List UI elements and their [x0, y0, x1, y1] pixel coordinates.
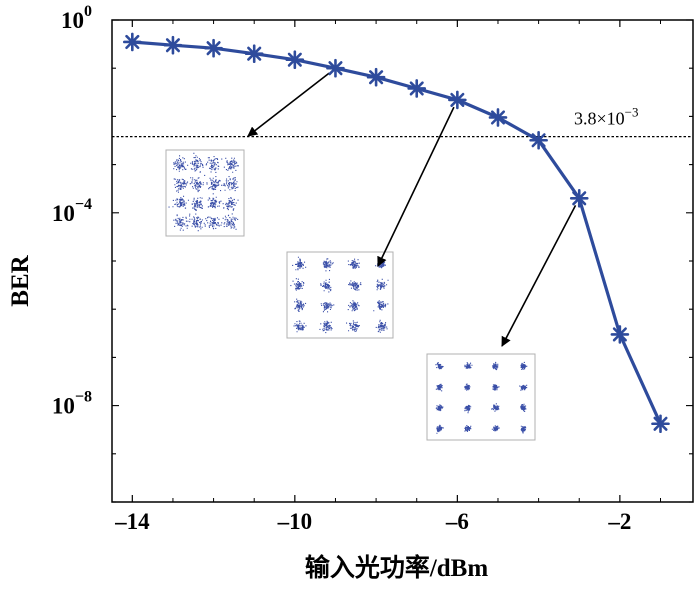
- x-tick-label: –14: [114, 509, 150, 534]
- data-point: [651, 414, 670, 434]
- data-point: [123, 32, 142, 52]
- constellation-16qam-high: [426, 353, 536, 441]
- constellation-points: [168, 152, 239, 232]
- x-axis-title: 输入光功率/dBm: [305, 553, 489, 582]
- data-point: [569, 188, 589, 208]
- constellation-points: [290, 256, 389, 334]
- axis-ticks: [112, 19, 693, 503]
- y-tick-base: 10: [52, 394, 75, 419]
- y-axis-title: BER: [7, 254, 34, 306]
- x-tick-label: –10: [277, 509, 313, 534]
- data-point: [244, 44, 264, 63]
- data-point: [448, 90, 467, 110]
- x-tick-label: –2: [607, 509, 631, 534]
- data-point: [529, 130, 548, 150]
- data-point: [366, 67, 386, 87]
- data-point: [610, 325, 630, 344]
- inset-arrow: [501, 205, 577, 347]
- data-point: [163, 35, 183, 55]
- y-tick-exponent: −8: [75, 389, 92, 406]
- threshold-times: ×10: [597, 109, 625, 129]
- constellation-16qam-mid: [286, 251, 394, 339]
- threshold-mantissa: 3.8: [574, 109, 597, 129]
- y-tick-base: 10: [61, 8, 84, 33]
- constellation-16qam-low: [165, 149, 245, 237]
- threshold-label: 3.8×10−3: [574, 105, 639, 129]
- ber-series: [123, 32, 670, 434]
- threshold-exponent: −3: [625, 105, 639, 120]
- x-tick-label: –6: [445, 509, 469, 534]
- data-point: [488, 108, 508, 127]
- inset-arrows: [247, 72, 577, 347]
- y-tick-exponent: 0: [84, 3, 92, 20]
- y-tick-label: 100: [61, 3, 92, 33]
- data-point: [326, 58, 345, 78]
- inset-arrow: [377, 106, 455, 267]
- y-tick-label: 10−8: [52, 389, 92, 419]
- y-tick-base: 10: [52, 201, 75, 226]
- inset-frame: [426, 353, 536, 441]
- data-point: [285, 50, 305, 70]
- data-point: [407, 79, 427, 98]
- plot-frame: [111, 19, 694, 503]
- data-point: [204, 38, 223, 58]
- y-tick-exponent: −4: [75, 196, 92, 213]
- y-tick-label: 10−4: [52, 196, 92, 226]
- inset-arrow: [247, 72, 330, 137]
- constellation-insets: [165, 149, 536, 441]
